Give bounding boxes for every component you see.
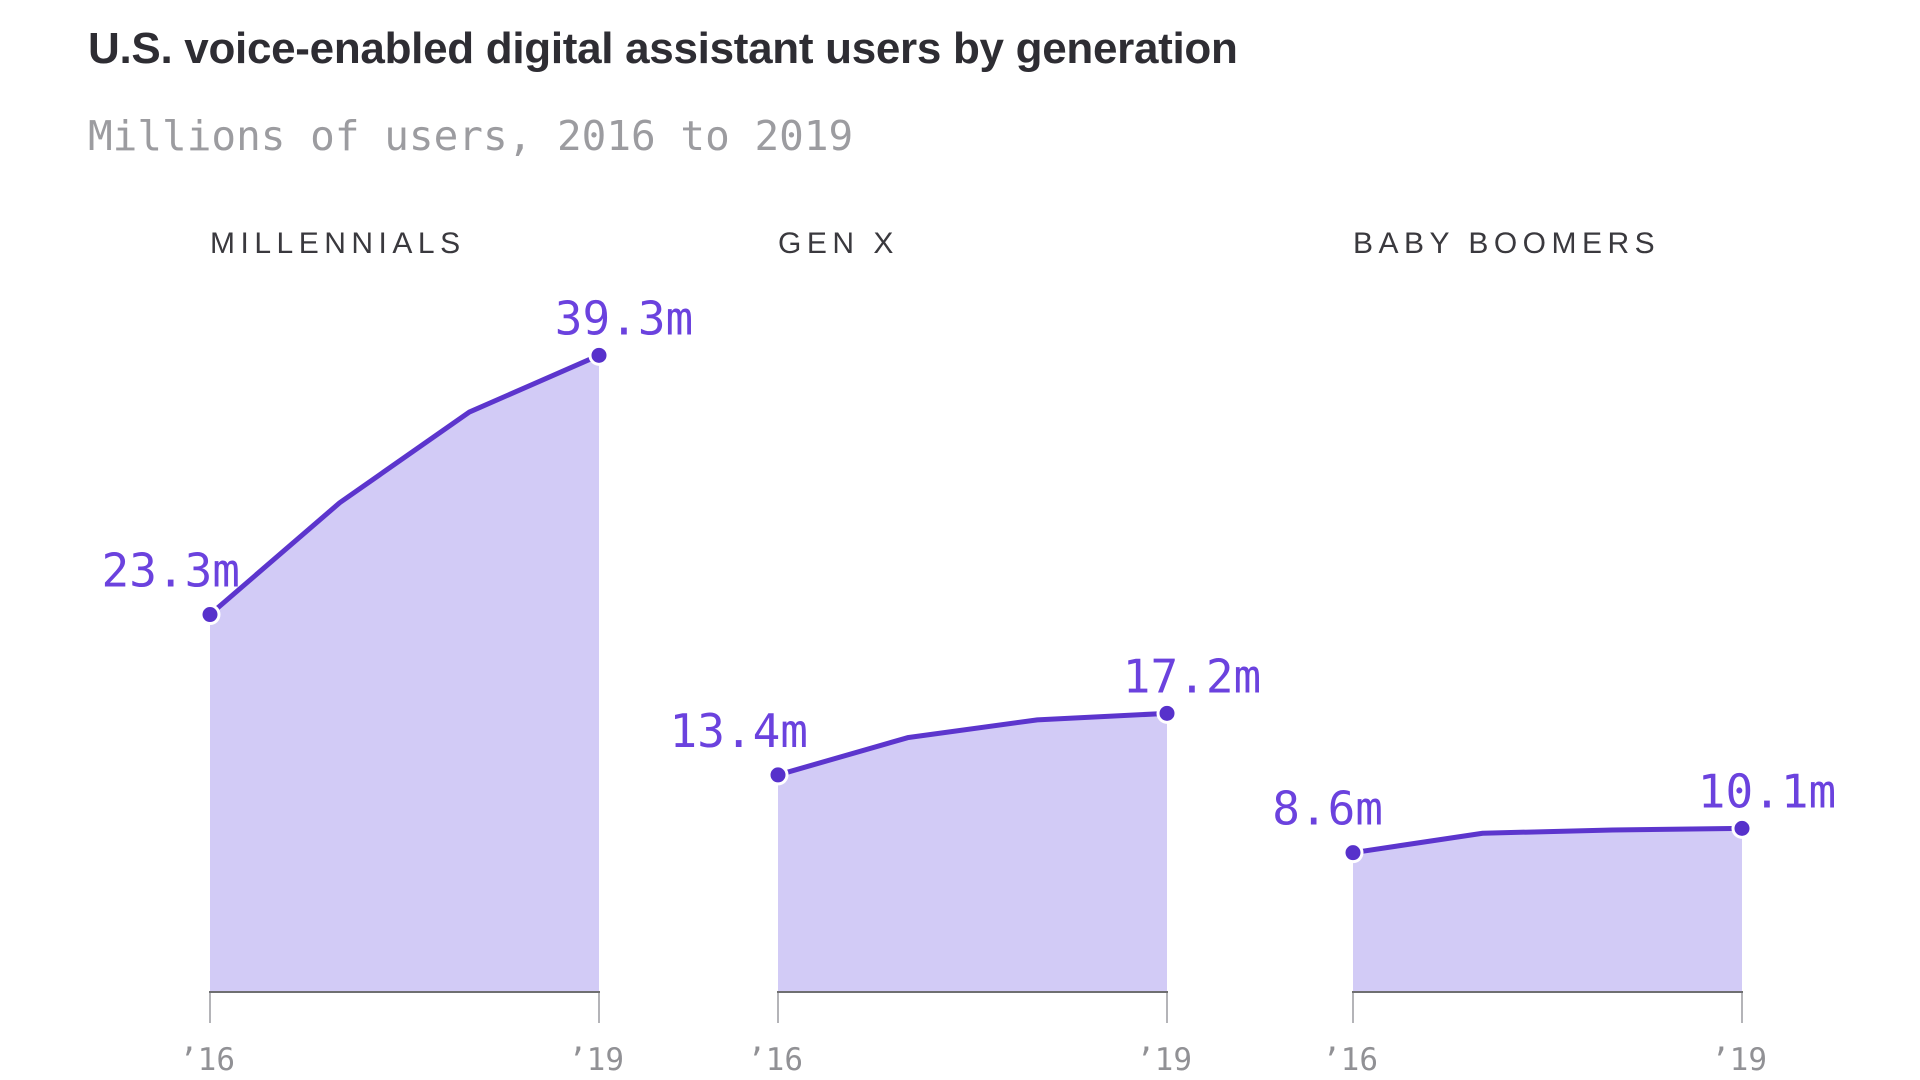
end-dot — [1156, 702, 1178, 724]
end-dot — [588, 344, 610, 366]
area-shape — [1353, 828, 1742, 992]
start-dot — [199, 604, 221, 626]
tick-label-end: ’19 — [568, 1042, 624, 1078]
value-label-start: 13.4m — [670, 704, 808, 758]
tick-label-start: ’16 — [1322, 1042, 1378, 1078]
value-label-start: 23.3m — [102, 544, 240, 598]
value-label-end: 17.2m — [1123, 649, 1261, 703]
area-shape — [778, 713, 1167, 992]
line-path — [775, 710, 1170, 778]
tick-label-start: ’16 — [179, 1042, 235, 1078]
panel-title-genx: GEN X — [778, 227, 899, 260]
line-path — [207, 352, 602, 618]
panel-babyboomers: ’16 ’19 8.6m 10.1m — [1272, 764, 1836, 1078]
tick-label-end: ’19 — [1711, 1042, 1767, 1078]
value-label-end: 10.1m — [1698, 764, 1836, 818]
start-dot — [767, 764, 789, 786]
panel-genx: ’16 ’19 13.4m 17.2m — [670, 649, 1262, 1078]
chart-subtitle: Millions of users, 2016 to 2019 — [88, 112, 854, 160]
panel-title-millennials: MILLENNIALS — [210, 227, 466, 260]
value-label-start: 8.6m — [1272, 782, 1383, 836]
start-dot — [1342, 842, 1364, 864]
chart-title: U.S. voice-enabled digital assistant use… — [88, 24, 1238, 73]
line-path — [1350, 825, 1745, 856]
tick-label-end: ’19 — [1136, 1042, 1192, 1078]
area-shape — [210, 355, 599, 993]
value-label-end: 39.3m — [555, 291, 693, 345]
tick-label-start: ’16 — [747, 1042, 803, 1078]
panel-millennials: ’16 ’19 23.3m 39.3m — [102, 291, 694, 1078]
end-dot — [1731, 817, 1753, 839]
panel-title-babyboomers: BABY BOOMERS — [1353, 227, 1661, 260]
